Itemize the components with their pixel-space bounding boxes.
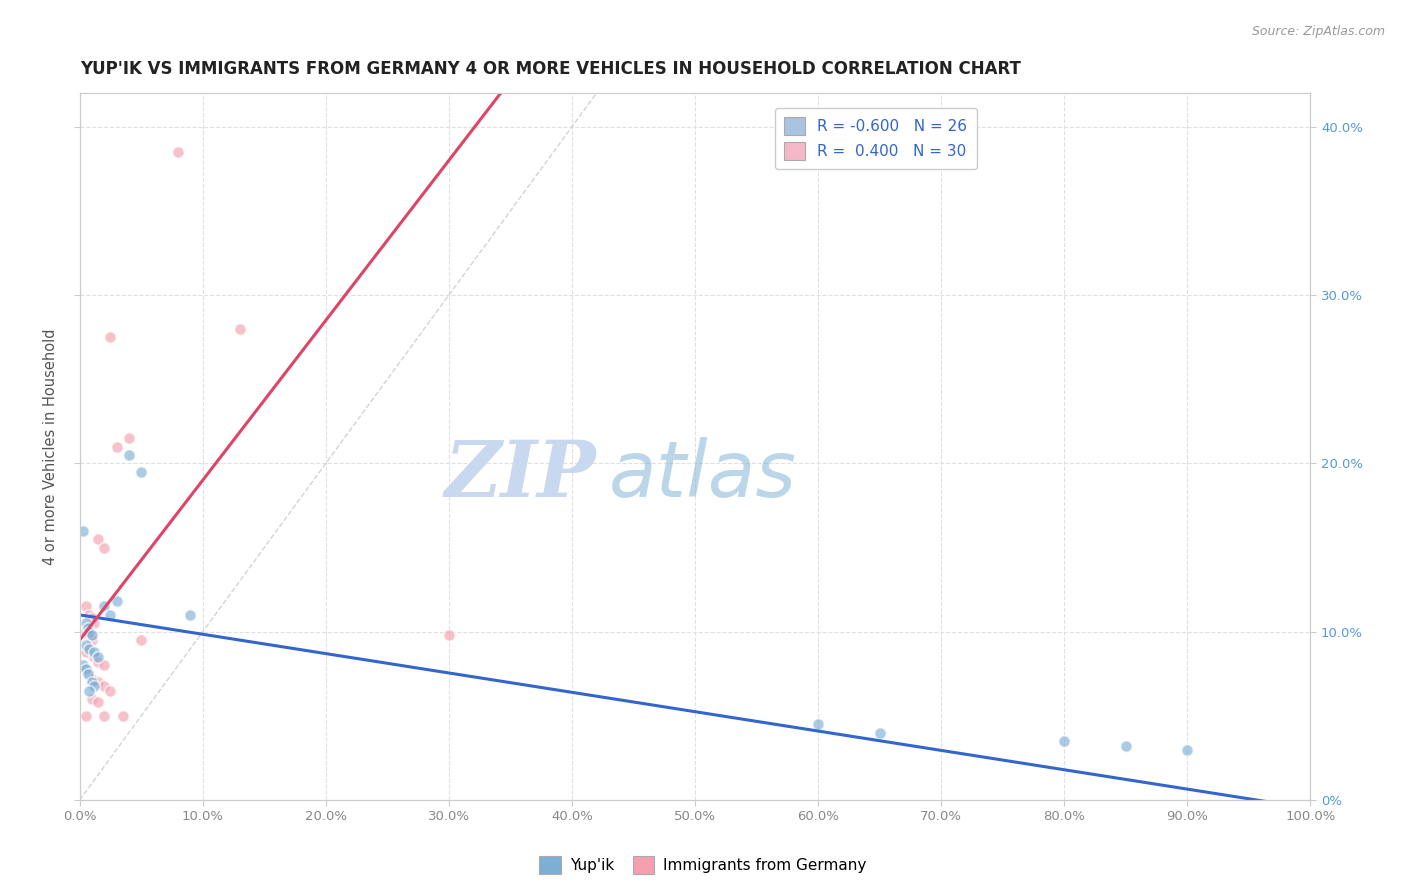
Point <box>77 666 100 681</box>
Point <box>80 675 103 690</box>
Point <box>93 599 115 614</box>
Point <box>118 448 141 462</box>
Point <box>100 607 122 622</box>
Point <box>83 616 105 631</box>
Point <box>118 431 141 445</box>
Text: Source: ZipAtlas.com: Source: ZipAtlas.com <box>1251 25 1385 38</box>
Point <box>1177 742 1199 756</box>
Point <box>228 322 250 336</box>
Point <box>83 679 105 693</box>
Point <box>80 672 103 686</box>
Point <box>75 624 97 639</box>
Y-axis label: 4 or more Vehicles in Household: 4 or more Vehicles in Household <box>44 328 58 565</box>
Point <box>87 675 110 690</box>
Point <box>83 650 105 665</box>
Point <box>100 330 122 344</box>
Point <box>77 621 100 635</box>
Point <box>869 725 891 739</box>
Point <box>79 628 101 642</box>
Point <box>93 541 115 555</box>
Point <box>437 628 460 642</box>
Point <box>79 683 101 698</box>
Text: YUP'IK VS IMMIGRANTS FROM GERMANY 4 OR MORE VEHICLES IN HOUSEHOLD CORRELATION CH: YUP'IK VS IMMIGRANTS FROM GERMANY 4 OR M… <box>80 60 1021 78</box>
Point <box>75 662 97 676</box>
Point <box>105 440 128 454</box>
Point <box>72 524 94 538</box>
Text: atlas: atlas <box>609 437 797 513</box>
Point <box>93 709 115 723</box>
Point <box>75 616 97 631</box>
Point <box>105 594 128 608</box>
Point <box>129 633 152 648</box>
Point <box>87 655 110 669</box>
Point <box>83 645 105 659</box>
Point <box>75 599 97 614</box>
Point <box>80 692 103 706</box>
Point <box>80 611 103 625</box>
Point <box>111 709 134 723</box>
Point <box>75 709 97 723</box>
Point <box>807 717 830 731</box>
Point <box>79 666 101 681</box>
Point <box>80 633 103 648</box>
Point <box>87 650 110 665</box>
Point <box>129 465 152 479</box>
Point <box>1115 739 1137 754</box>
Point <box>93 679 115 693</box>
Legend: R = -0.600   N = 26, R =  0.400   N = 30: R = -0.600 N = 26, R = 0.400 N = 30 <box>775 108 977 169</box>
Point <box>167 145 190 159</box>
Legend: Yup'ik, Immigrants from Germany: Yup'ik, Immigrants from Germany <box>533 850 873 880</box>
Point <box>87 695 110 709</box>
Point <box>79 624 101 639</box>
Point <box>72 658 94 673</box>
Point <box>87 532 110 546</box>
Point <box>79 641 101 656</box>
Point <box>1053 734 1076 748</box>
Point <box>179 607 201 622</box>
Point <box>93 658 115 673</box>
Point <box>80 628 103 642</box>
Point <box>100 683 122 698</box>
Point <box>79 607 101 622</box>
Point <box>75 638 97 652</box>
Point <box>75 645 97 659</box>
Text: ZIP: ZIP <box>444 436 596 513</box>
